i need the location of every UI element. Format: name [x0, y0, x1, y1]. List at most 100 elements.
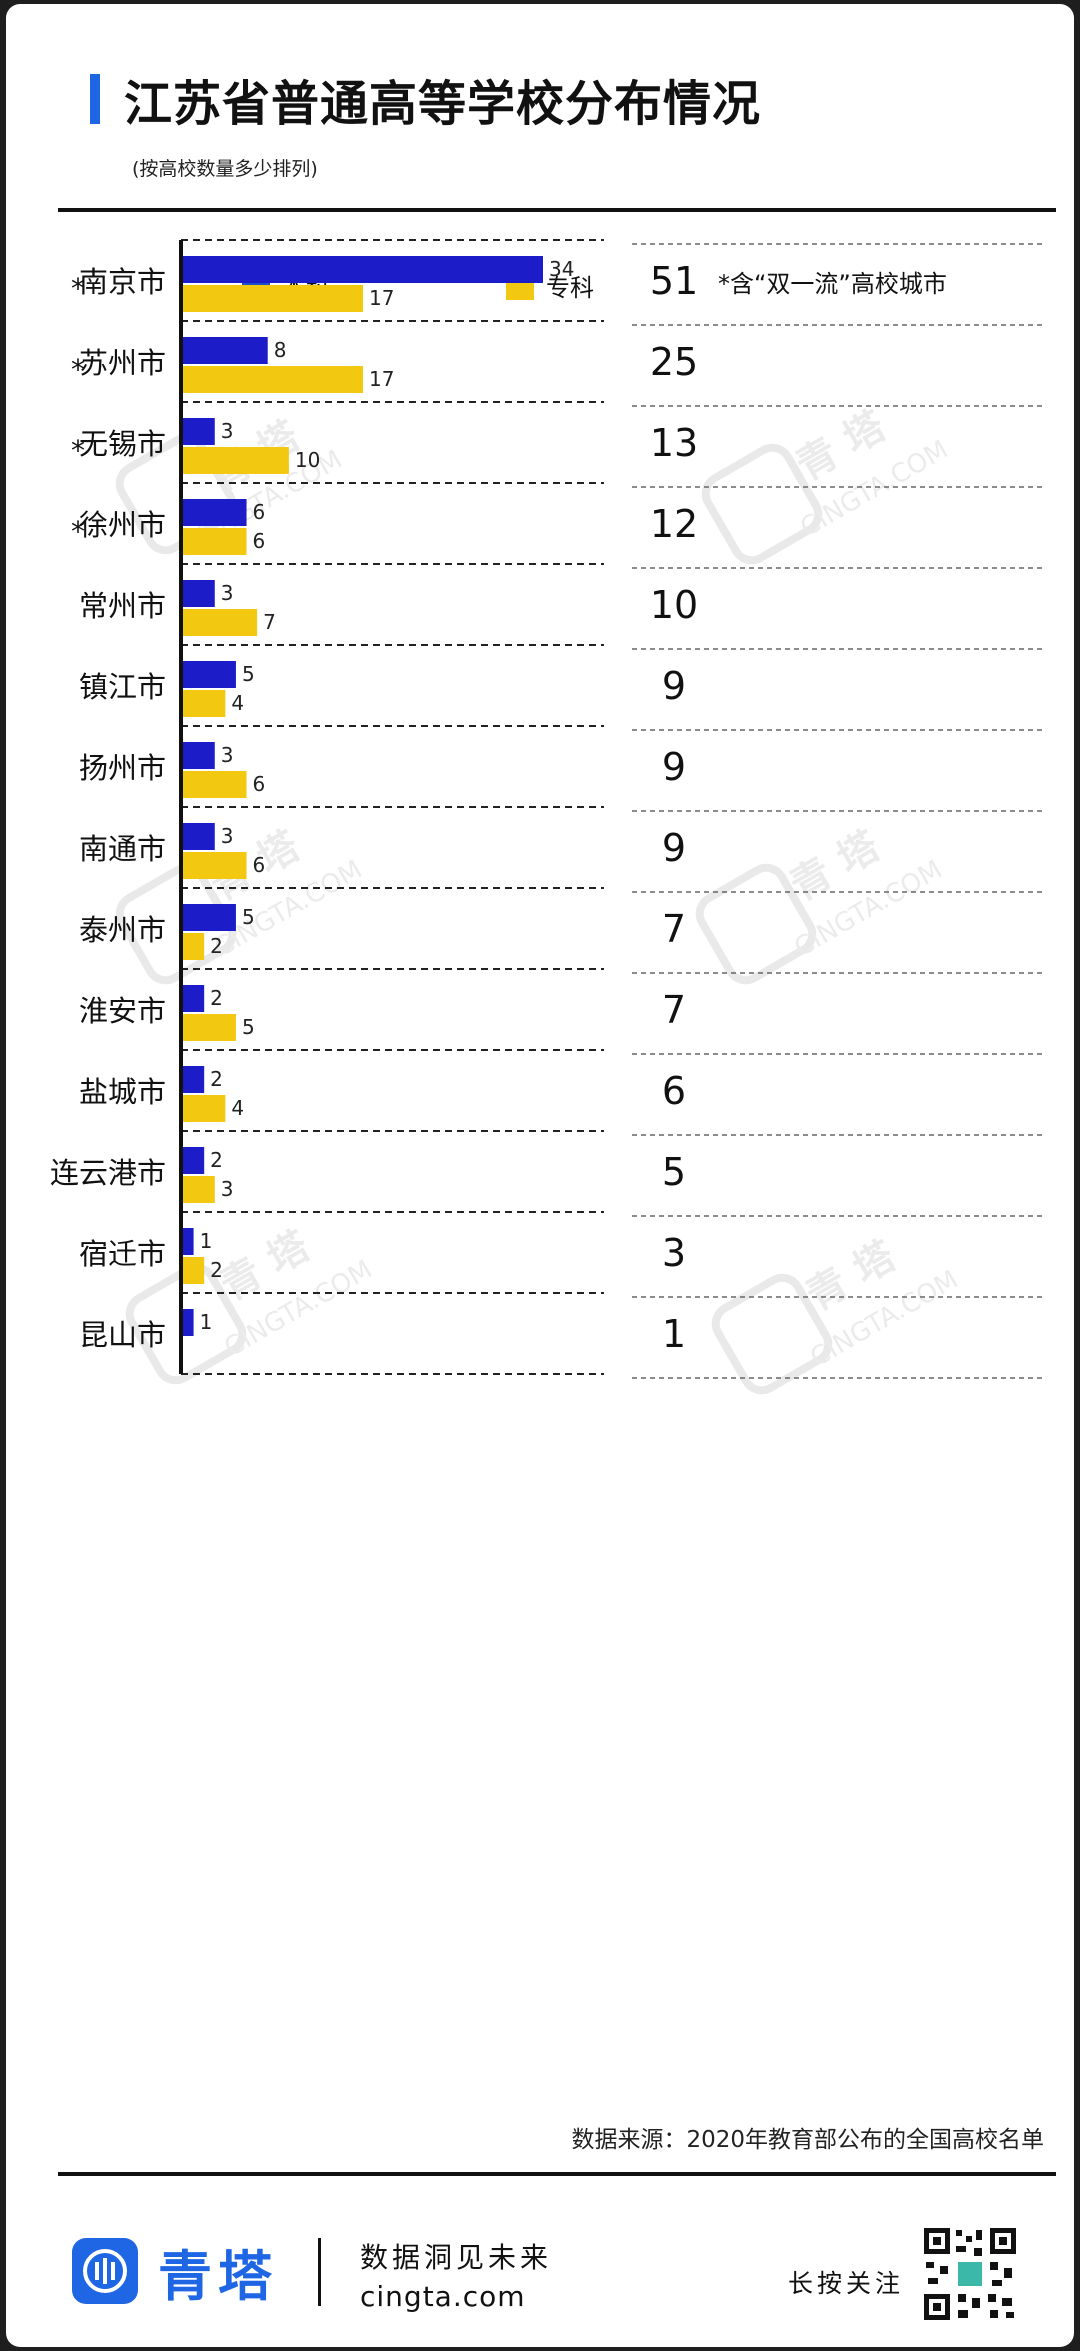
bar-value-label: 5 — [242, 1015, 255, 1039]
infographic-card: 江苏省普通高等学校分布情况 (按高校数量多少排列) 本科 专科 *含“双一流”高… — [6, 4, 1074, 2347]
brand-logo-icon — [72, 2238, 138, 2304]
city-label: 宿迁市 — [79, 1237, 166, 1271]
top-divider — [58, 208, 1056, 212]
bar-associate — [183, 528, 247, 555]
bar-associate — [183, 1014, 236, 1041]
bar-value-label: 6 — [253, 853, 266, 877]
bar-value-label: 4 — [231, 691, 244, 715]
double-first-class-star: * — [71, 272, 85, 305]
bar-value-label: 8 — [274, 338, 287, 362]
bar-bachelor — [183, 337, 268, 364]
data-source: 数据来源：2020年教育部公布的全国高校名单 — [571, 2127, 1044, 2153]
bar-associate — [183, 1257, 205, 1284]
bar-value-label: 3 — [221, 419, 234, 443]
double-first-class-star: * — [71, 353, 85, 386]
bar-bachelor — [183, 823, 215, 850]
bar-value-label: 3 — [221, 824, 234, 848]
bar-bachelor — [183, 904, 236, 931]
city-label: 无锡市 — [79, 427, 166, 461]
city-total: 9 — [662, 745, 686, 789]
city-total: 7 — [662, 907, 686, 951]
bar-value-label: 17 — [369, 286, 394, 310]
bar-value-label: 2 — [210, 986, 223, 1010]
city-total: 1 — [662, 1312, 686, 1356]
city-total: 7 — [662, 988, 686, 1032]
city-label: 盐城市 — [79, 1075, 166, 1109]
city-total: 10 — [650, 583, 698, 627]
bar-value-label: 4 — [231, 1096, 244, 1120]
bar-value-label: 1 — [200, 1229, 213, 1253]
bar-value-label: 2 — [210, 1258, 223, 1282]
double-first-class-star: * — [71, 434, 85, 467]
bar-value-label: 2 — [210, 934, 223, 958]
bar-bachelor — [183, 661, 236, 688]
bottom-divider — [58, 2172, 1056, 2176]
city-label: 徐州市 — [79, 508, 166, 542]
city-total: 9 — [662, 826, 686, 870]
bar-associate — [183, 771, 247, 798]
brand-slogan: 数据洞见未来 — [360, 2241, 553, 2274]
bar-associate — [183, 285, 363, 312]
bar-associate — [183, 609, 258, 636]
bar-value-label: 2 — [210, 1148, 223, 1172]
page-title: 江苏省普通高等学校分布情况 — [124, 76, 762, 132]
bar-value-label: 2 — [210, 1067, 223, 1091]
bar-bachelor — [183, 1228, 194, 1255]
title-accent-bar — [90, 74, 100, 124]
brand-website[interactable]: cingta.com — [360, 2280, 526, 2313]
bar-bachelor — [183, 985, 205, 1012]
bar-value-label: 6 — [253, 529, 266, 553]
bar-bachelor — [183, 580, 215, 607]
bar-value-label: 7 — [263, 610, 276, 634]
city-total: 6 — [662, 1069, 686, 1113]
bar-value-label: 5 — [242, 662, 255, 686]
footer-separator — [318, 2238, 321, 2306]
bar-value-label: 5 — [242, 905, 255, 929]
city-total: 51 — [650, 259, 698, 303]
bar-value-label: 3 — [221, 1177, 234, 1201]
city-label: 南京市 — [79, 265, 166, 299]
city-total: 5 — [662, 1150, 686, 1194]
city-label: 昆山市 — [79, 1318, 166, 1352]
city-total: 9 — [662, 664, 686, 708]
bar-associate — [183, 1095, 226, 1122]
bar-associate — [183, 366, 363, 393]
bar-bachelor — [183, 1066, 205, 1093]
city-total: 3 — [662, 1231, 686, 1275]
bar-value-label: 6 — [253, 500, 266, 524]
legend-note: *含“双一流”高校城市 — [718, 270, 947, 298]
city-label: 镇江市 — [79, 670, 166, 704]
bar-bachelor — [183, 1147, 205, 1174]
bar-value-label: 34 — [549, 257, 574, 281]
bar-value-label: 10 — [295, 448, 320, 472]
double-first-class-star: * — [71, 515, 85, 548]
bar-value-label: 3 — [221, 743, 234, 767]
bar-value-label: 3 — [221, 581, 234, 605]
bar-associate — [183, 690, 226, 717]
bar-bachelor — [183, 499, 247, 526]
city-total: 25 — [650, 340, 698, 384]
bar-value-label: 1 — [200, 1310, 213, 1334]
bar-value-label: 17 — [369, 367, 394, 391]
qr-code-icon[interactable] — [922, 2226, 1018, 2322]
bar-bachelor — [183, 256, 543, 283]
bar-bachelor — [183, 418, 215, 445]
brand-name: 青塔 — [158, 2245, 278, 2308]
bar-associate — [183, 933, 205, 960]
follow-prompt: 长按关注 — [788, 2269, 905, 2298]
subtitle: (按高校数量多少排列) — [132, 158, 318, 180]
bar-associate — [183, 1176, 215, 1203]
legend-label-associate: 专科 — [546, 274, 594, 302]
city-label: 连云港市 — [50, 1156, 166, 1190]
city-label: 泰州市 — [79, 913, 166, 947]
city-label: 苏州市 — [79, 346, 166, 380]
city-label: 常州市 — [79, 589, 166, 623]
bar-bachelor — [183, 1309, 194, 1336]
bar-value-label: 6 — [253, 772, 266, 796]
city-total: 12 — [650, 502, 698, 546]
bar-bachelor — [183, 742, 215, 769]
city-total: 13 — [650, 421, 698, 465]
city-label: 南通市 — [79, 832, 166, 866]
bar-associate — [183, 447, 289, 474]
